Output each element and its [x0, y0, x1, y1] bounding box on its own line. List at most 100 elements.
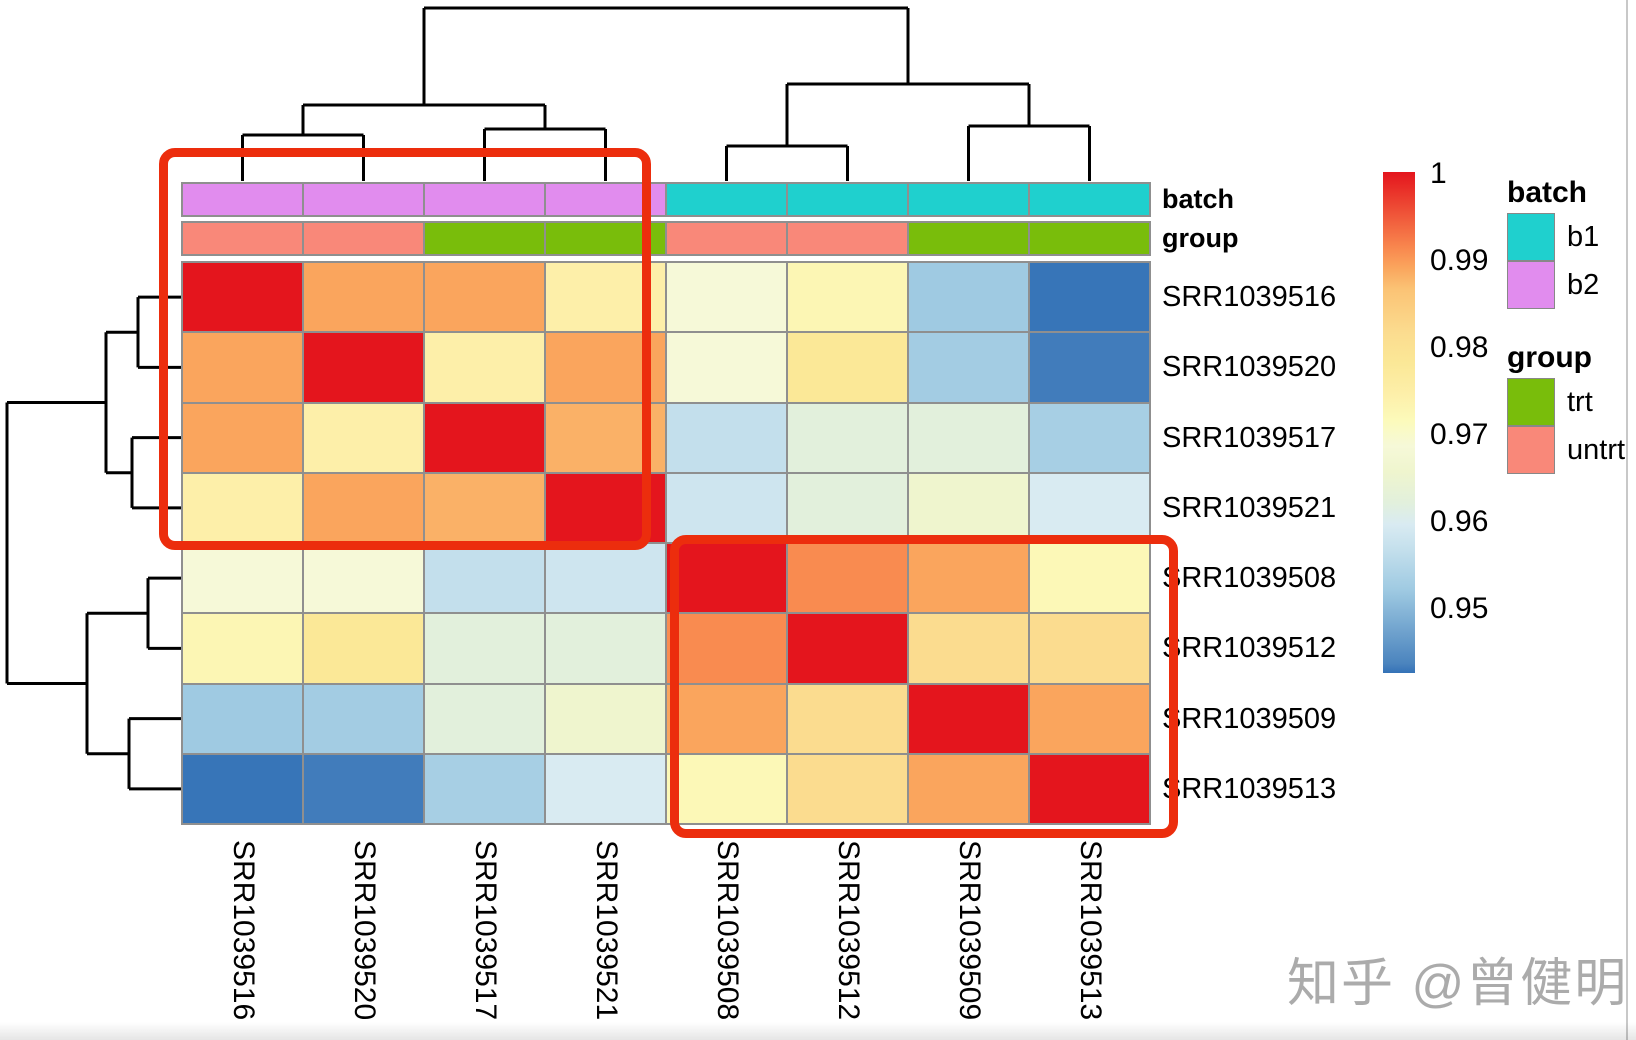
heatmap-cell: [909, 473, 1028, 542]
col-label-SRR1039512: SRR1039512: [831, 840, 865, 1021]
heatmap-cell: [667, 754, 786, 823]
group-annotation-cell-untrt: [667, 223, 786, 254]
watermark: 知乎 @曾健明: [1287, 955, 1629, 1013]
heatmap-cell: [788, 754, 907, 823]
heatmap-cell: [183, 614, 302, 683]
batch-annotation-bar: [181, 182, 1151, 217]
heatmap-cell: [788, 544, 907, 613]
batch-legend: batch b1 b2: [1507, 176, 1599, 309]
heatmap-cell: [183, 333, 302, 402]
row-label-SRR1039517: SRR1039517: [1162, 421, 1337, 454]
heatmap-cell: [183, 684, 302, 753]
batch-annotation-cell-b1: [667, 184, 786, 215]
heatmap-cell: [183, 544, 302, 613]
heatmap-cell: [909, 754, 1028, 823]
row-label-SRR1039516: SRR1039516: [1162, 281, 1337, 314]
batch-annotation-label: batch: [1162, 184, 1235, 214]
heatmap-cell: [304, 263, 423, 332]
heatmap-cell: [909, 614, 1028, 683]
group-swatch-untrt: [1507, 426, 1555, 474]
group-annotation-cell-untrt: [788, 223, 907, 254]
group-legend-title: group: [1507, 341, 1592, 374]
heatmap-cell: [425, 684, 544, 753]
colorbar: [1383, 172, 1415, 673]
batch-swatch-b2: [1507, 261, 1555, 309]
batch-label-b2: b2: [1567, 269, 1600, 301]
heatmap-cell: [1030, 333, 1149, 402]
group-swatch-trt: [1507, 378, 1555, 426]
group-annotation-cell-trt: [909, 223, 1028, 254]
heatmap-cell: [425, 263, 544, 332]
col-label-SRR1039509: SRR1039509: [952, 840, 986, 1021]
heatmap-cell: [425, 333, 544, 402]
batch-annotation-cell-b2: [304, 184, 423, 215]
group-label-untrt: untrt: [1567, 434, 1626, 466]
heatmap-grid: [181, 261, 1151, 825]
heatmap-cell: [909, 684, 1028, 753]
heatmap-cell: [304, 333, 423, 402]
heatmap-cell: [304, 473, 423, 542]
group-legend: group trt untrt: [1507, 341, 1625, 474]
heatmap-cell: [909, 263, 1028, 332]
heatmap-cell: [304, 754, 423, 823]
batch-legend-title: batch: [1507, 176, 1588, 209]
heatmap-cell: [1030, 754, 1149, 823]
row-label-SRR1039508: SRR1039508: [1162, 562, 1337, 595]
heatmap-cell: [909, 544, 1028, 613]
heatmap-cell: [304, 403, 423, 472]
colorbar-tick-0.98: 0.98: [1430, 331, 1489, 364]
heatmap-cell: [1030, 473, 1149, 542]
heatmap-cell: [546, 614, 665, 683]
heatmap-cell: [304, 544, 423, 613]
row-label-SRR1039521: SRR1039521: [1162, 491, 1337, 524]
heatmap-cell: [788, 614, 907, 683]
group-annotation-cell-trt: [1030, 223, 1149, 254]
colorbar-tick-0.96: 0.96: [1430, 505, 1489, 538]
col-label-SRR1039521: SRR1039521: [589, 840, 623, 1021]
col-label-SRR1039513: SRR1039513: [1073, 840, 1107, 1021]
heatmap-cell: [425, 403, 544, 472]
heatmap-cell: [788, 684, 907, 753]
batch-annotation-cell-b2: [425, 184, 544, 215]
heatmap-cell: [183, 754, 302, 823]
batch-legend-entries: b1 b2: [1507, 213, 1599, 309]
heatmap-cell: [788, 473, 907, 542]
batch-annotation-cell-b1: [909, 184, 1028, 215]
colorbar-tick-1: 1: [1430, 157, 1447, 190]
heatmap-cell: [183, 263, 302, 332]
heatmap-cell: [546, 263, 665, 332]
group-annotation-label: group: [1162, 223, 1239, 253]
col-label-SRR1039520: SRR1039520: [347, 840, 381, 1021]
heatmap-cell: [667, 263, 786, 332]
group-legend-entry-untrt: untrt: [1507, 426, 1625, 474]
heatmap-cell: [183, 473, 302, 542]
heatmap-cell: [788, 403, 907, 472]
heatmap-cell: [546, 403, 665, 472]
group-annotation-bar: [181, 221, 1151, 256]
heatmap-cell: [667, 473, 786, 542]
batch-annotation-cell-b2: [183, 184, 302, 215]
heatmap-cell: [425, 754, 544, 823]
heatmap-cell: [788, 263, 907, 332]
heatmap-cell: [183, 403, 302, 472]
batch-annotation-cell-b1: [788, 184, 907, 215]
colorbar-tick-0.97: 0.97: [1430, 418, 1489, 451]
heatmap-cell: [304, 614, 423, 683]
heatmap-cell: [909, 403, 1028, 472]
window-edge-line: [1626, 0, 1628, 1040]
heatmap-cell: [667, 403, 786, 472]
colorbar-tick-0.95: 0.95: [1430, 592, 1489, 625]
heatmap-cell: [546, 333, 665, 402]
batch-label-b1: b1: [1567, 221, 1600, 253]
row-label-SRR1039520: SRR1039520: [1162, 351, 1337, 384]
heatmap-cell: [425, 544, 544, 613]
heatmap-cell: [1030, 263, 1149, 332]
group-label-trt: trt: [1567, 386, 1593, 418]
heatmap-cell: [667, 614, 786, 683]
heatmap-cell: [1030, 614, 1149, 683]
heatmap-cell: [425, 473, 544, 542]
heatmap-cell: [546, 544, 665, 613]
heatmap-cell: [667, 684, 786, 753]
batch-annotation-cell-b1: [1030, 184, 1149, 215]
